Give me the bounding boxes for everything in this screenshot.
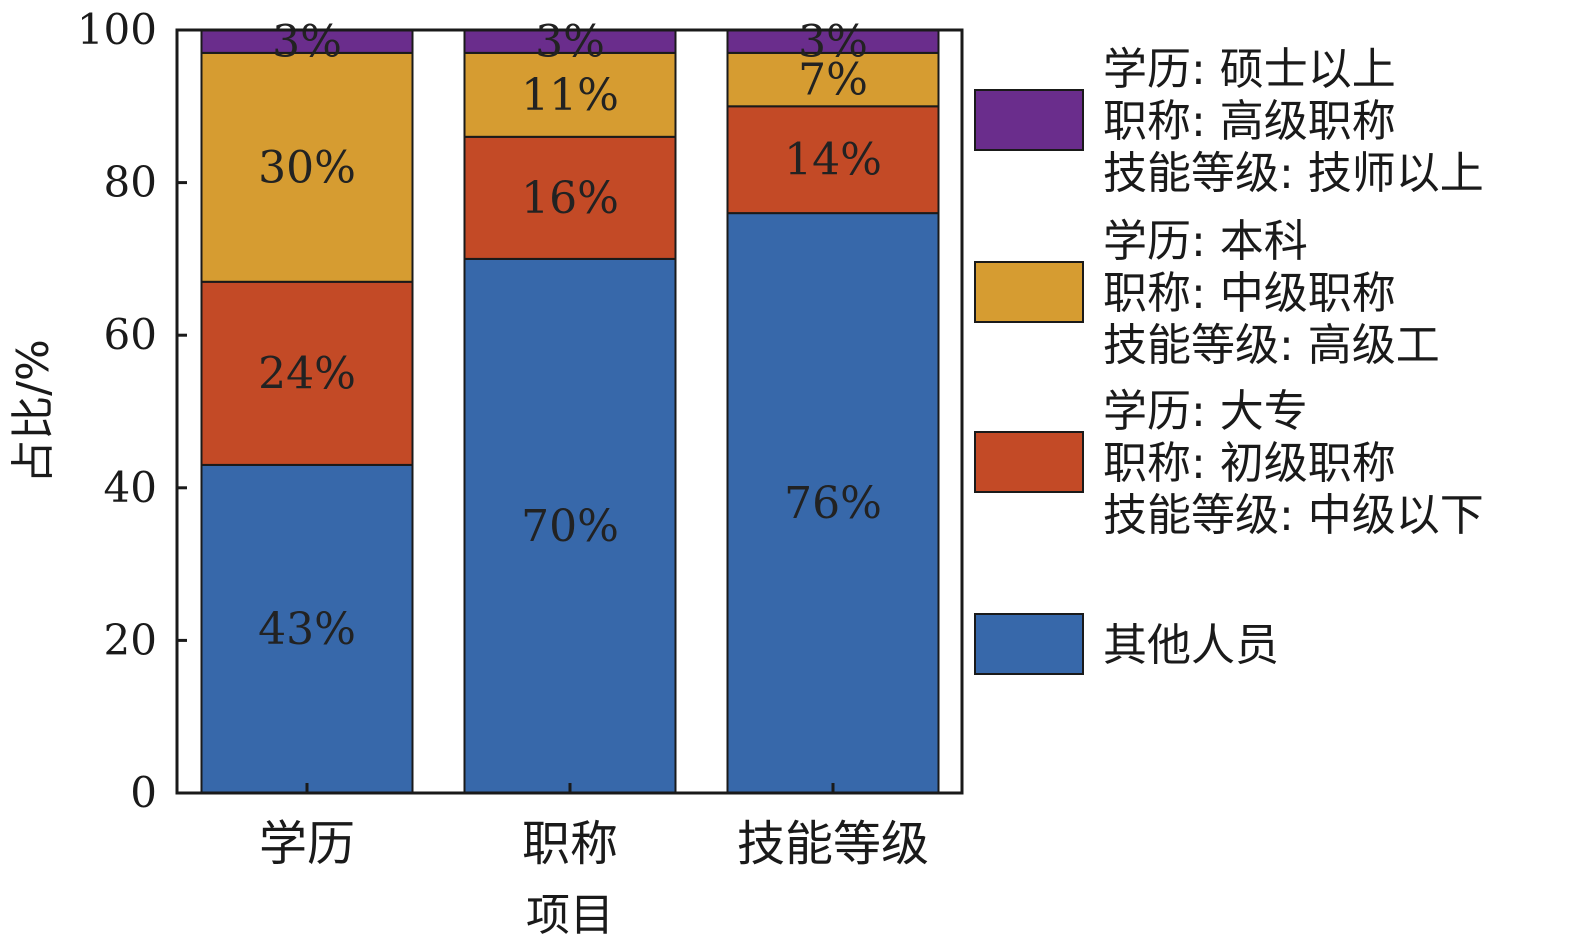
y-tick-label: 100 — [77, 5, 157, 54]
data-label: 16% — [521, 173, 619, 224]
legend-label: 职称: 初级职称 — [1103, 438, 1396, 489]
bar-segment — [463, 257, 677, 794]
x-axis-title: 项目 — [526, 890, 614, 941]
legend-swatch — [974, 261, 1084, 323]
x-category-label: 职称 — [522, 816, 618, 872]
x-axis: 学历 职称 技能等级 — [259, 783, 929, 872]
data-label: 24% — [258, 348, 356, 399]
bar-segment — [726, 105, 940, 215]
legend-label: 技能等级: 高级工 — [1103, 320, 1440, 371]
bar-segment — [726, 212, 940, 794]
y-tick-label: 0 — [130, 768, 157, 817]
bars-layer — [200, 29, 940, 794]
y-axis: 0 20 40 60 80 100 — [77, 5, 187, 817]
legend-label: 职称: 中级职称 — [1103, 268, 1396, 319]
data-label: 7% — [798, 55, 868, 106]
data-label: 30% — [258, 142, 356, 193]
legend-label: 学历: 大专 — [1103, 386, 1308, 437]
x-category-label: 学历 — [259, 816, 355, 872]
bar-segment — [463, 51, 677, 138]
data-label: 3% — [272, 16, 342, 67]
data-label: 76% — [784, 478, 882, 529]
bar-segment — [200, 463, 414, 794]
data-label: 14% — [784, 135, 882, 186]
legend-label: 学历: 硕士以上 — [1103, 44, 1396, 95]
legend-label: 职称: 高级职称 — [1103, 96, 1396, 147]
data-labels-layer: 43%24%30%3%70%16%11%3%76%14%7%3% — [258, 16, 882, 655]
y-tick-label: 40 — [104, 463, 157, 512]
legend-swatch — [974, 89, 1084, 151]
legend-swatch — [974, 613, 1084, 675]
legend-label: 其他人员 — [1103, 620, 1279, 671]
bar-segment — [200, 280, 414, 466]
y-tick-label: 80 — [104, 158, 157, 207]
data-label: 3% — [535, 16, 605, 67]
bar-segment — [463, 135, 677, 260]
legend-label: 学历: 本科 — [1103, 216, 1308, 267]
legend-swatch — [974, 431, 1084, 493]
y-axis-title: 占比/% — [8, 339, 59, 484]
y-tick-label: 60 — [104, 310, 157, 359]
x-category-label: 技能等级 — [737, 816, 929, 872]
data-label: 43% — [258, 604, 356, 655]
data-label: 70% — [521, 501, 619, 552]
data-label: 3% — [798, 16, 868, 67]
data-label: 11% — [521, 70, 619, 121]
legend-label: 技能等级: 中级以下 — [1103, 490, 1484, 541]
legend-label: 技能等级: 技师以上 — [1103, 148, 1484, 199]
y-tick-label: 20 — [104, 615, 157, 664]
